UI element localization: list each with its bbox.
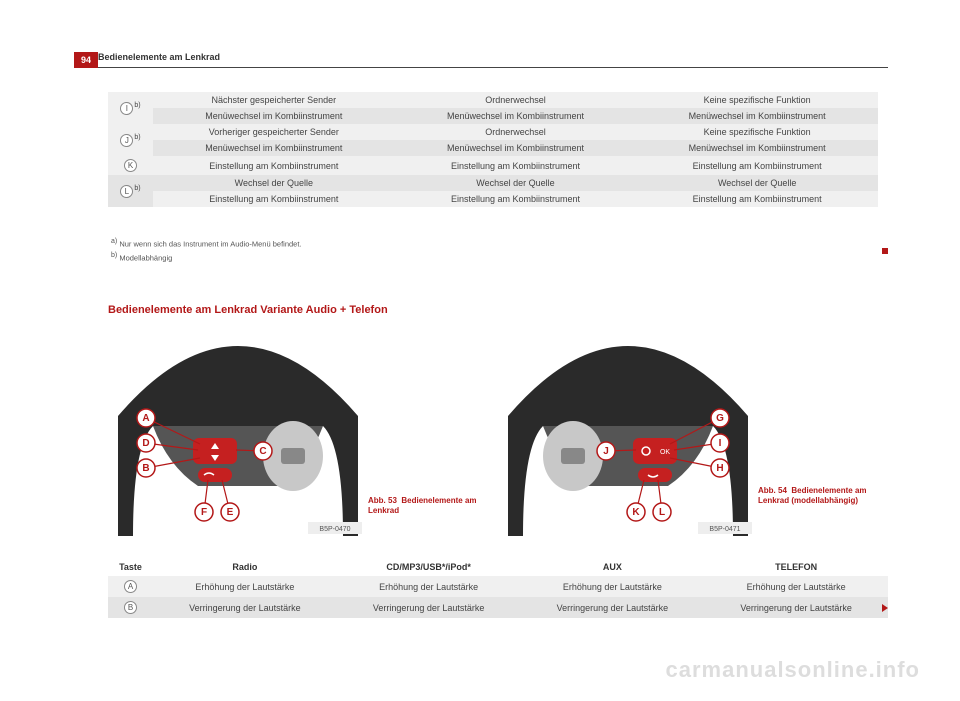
page-number-tab: 94 xyxy=(74,52,98,68)
footnote-a-marker: a) xyxy=(111,238,117,245)
function-cell: Wechsel der Quelle xyxy=(153,175,395,191)
function-cell: Verringerung der Lautstärke xyxy=(153,597,337,618)
footnote-a: a) Nur wenn sich das Instrument im Audio… xyxy=(110,238,302,249)
function-table: Ib)Nächster gespeicherter SenderOrdnerwe… xyxy=(108,92,878,207)
key-cell: A xyxy=(108,576,153,597)
watermark-text: carmanualsonline.info xyxy=(666,657,921,683)
key-superscript: b) xyxy=(134,102,140,109)
figure-left-caption: Abb. 53 Bedienelemente am Lenkrad xyxy=(368,336,488,517)
column-header: Taste xyxy=(108,558,153,576)
function-cell: Einstellung am Kombiinstrument xyxy=(395,191,637,207)
footnote-b-marker: b) xyxy=(111,252,117,259)
page-container: 94 Bedienelemente am Lenkrad Ib)Nächster… xyxy=(0,0,960,701)
figure-left: A B C D E F B5P-0470 xyxy=(108,336,368,539)
column-header: Radio xyxy=(153,558,337,576)
function-cell: Menüwechsel im Kombiinstrument xyxy=(153,108,395,124)
function-cell: Nächster gespeicherter Sender xyxy=(153,92,395,108)
figure-right-caption-num: Abb. 54 xyxy=(758,486,787,495)
footnotes: a) Nur wenn sich das Instrument im Audio… xyxy=(110,238,302,265)
function-cell: Verringerung der Lautstärke xyxy=(337,597,521,618)
continuation-marker-icon xyxy=(882,604,888,612)
column-header: CD/MP3/USB*/iPod* xyxy=(337,558,521,576)
function-cell: Einstellung am Kombiinstrument xyxy=(636,156,878,175)
function-cell: Verringerung der Lautstärke xyxy=(521,597,705,618)
footnote-b: b) Modellabhängig xyxy=(110,252,302,263)
callout-letter: G xyxy=(716,413,724,424)
svg-text:OK: OK xyxy=(660,449,670,456)
callout-letter: K xyxy=(632,507,640,518)
key-superscript: b) xyxy=(134,185,140,192)
function-cell: Menüwechsel im Kombiinstrument xyxy=(636,108,878,124)
function-cell: Menüwechsel im Kombiinstrument xyxy=(395,108,637,124)
function-cell: Erhöhung der Lautstärke xyxy=(153,576,337,597)
callout-letter: B xyxy=(142,463,149,474)
callout-letter: A xyxy=(142,413,149,424)
figure-left-caption-num: Abb. 53 xyxy=(368,496,397,505)
function-cell: Erhöhung der Lautstärke xyxy=(521,576,705,597)
function-cell: Einstellung am Kombiinstrument xyxy=(636,191,878,207)
section-title: Bedienelemente am Lenkrad Variante Audio… xyxy=(108,304,388,316)
footnote-b-text: Modellabhängig xyxy=(119,253,172,262)
callout-letter: J xyxy=(603,446,609,457)
figure-right-code: B5P-0471 xyxy=(709,526,740,533)
function-cell: Menüwechsel im Kombiinstrument xyxy=(636,140,878,156)
column-header: TELEFON xyxy=(704,558,888,576)
steering-wheel-right-illustration: OK G H I J K L B5P-0471 xyxy=(498,336,758,536)
callout-letter: L xyxy=(659,507,665,518)
function-cell: Wechsel der Quelle xyxy=(636,175,878,191)
key-circle: B xyxy=(124,601,137,614)
key-cell: Lb) xyxy=(108,175,153,207)
function-cell: Erhöhung der Lautstärke xyxy=(337,576,521,597)
figure-right-caption: Abb. 54 Bedienelemente am Lenkrad (model… xyxy=(758,336,878,507)
callout-letter: D xyxy=(142,438,149,449)
function-cell: Ordnerwechsel xyxy=(395,92,637,108)
footnote-a-text: Nur wenn sich das Instrument im Audio-Me… xyxy=(119,240,301,249)
key-cell: Ib) xyxy=(108,92,153,124)
function-cell: Ordnerwechsel xyxy=(395,124,637,140)
key-circle: L xyxy=(120,185,133,198)
callout-letter: I xyxy=(719,438,722,449)
key-cell: Jb) xyxy=(108,124,153,156)
key-circle: J xyxy=(120,134,133,147)
function-cell: Vorheriger gespeicherter Sender xyxy=(153,124,395,140)
function-cell: Erhöhung der Lautstärke xyxy=(704,576,888,597)
key-circle: A xyxy=(124,580,137,593)
function-cell: Verringerung der Lautstärke xyxy=(704,597,888,618)
function-cell: Keine spezifische Funktion xyxy=(636,124,878,140)
function-cell: Einstellung am Kombiinstrument xyxy=(153,191,395,207)
key-circle: I xyxy=(120,102,133,115)
function-cell: Menüwechsel im Kombiinstrument xyxy=(153,140,395,156)
callout-letter: E xyxy=(227,507,234,518)
callout-letter: H xyxy=(716,463,723,474)
column-header: AUX xyxy=(521,558,705,576)
function-cell: Wechsel der Quelle xyxy=(395,175,637,191)
function-cell: Einstellung am Kombiinstrument xyxy=(395,156,637,175)
function-cell: Keine spezifische Funktion xyxy=(636,92,878,108)
key-cell: B xyxy=(108,597,153,618)
function-cell: Einstellung am Kombiinstrument xyxy=(153,156,395,175)
key-cell: K xyxy=(108,156,153,175)
page-title: Bedienelemente am Lenkrad xyxy=(98,52,220,62)
figure-left-code: B5P-0470 xyxy=(319,526,350,533)
callout-letter: F xyxy=(201,507,207,518)
button-function-table: TasteRadioCD/MP3/USB*/iPod*AUXTELEFON A E… xyxy=(108,558,888,618)
figure-right: OK G H I J K L B5P-0471 xyxy=(498,336,758,539)
figure-row: A B C D E F B5P-0470 Abb. 53 Bedienelemente a… xyxy=(108,336,888,536)
key-superscript: b) xyxy=(134,134,140,141)
section-end-marker xyxy=(882,248,888,254)
header-bar: Bedienelemente am Lenkrad xyxy=(98,52,888,68)
function-cell: Menüwechsel im Kombiinstrument xyxy=(395,140,637,156)
steering-wheel-left-illustration: A B C D E F B5P-0470 xyxy=(108,336,368,536)
key-circle: K xyxy=(124,159,137,172)
callout-letter: C xyxy=(259,446,266,457)
